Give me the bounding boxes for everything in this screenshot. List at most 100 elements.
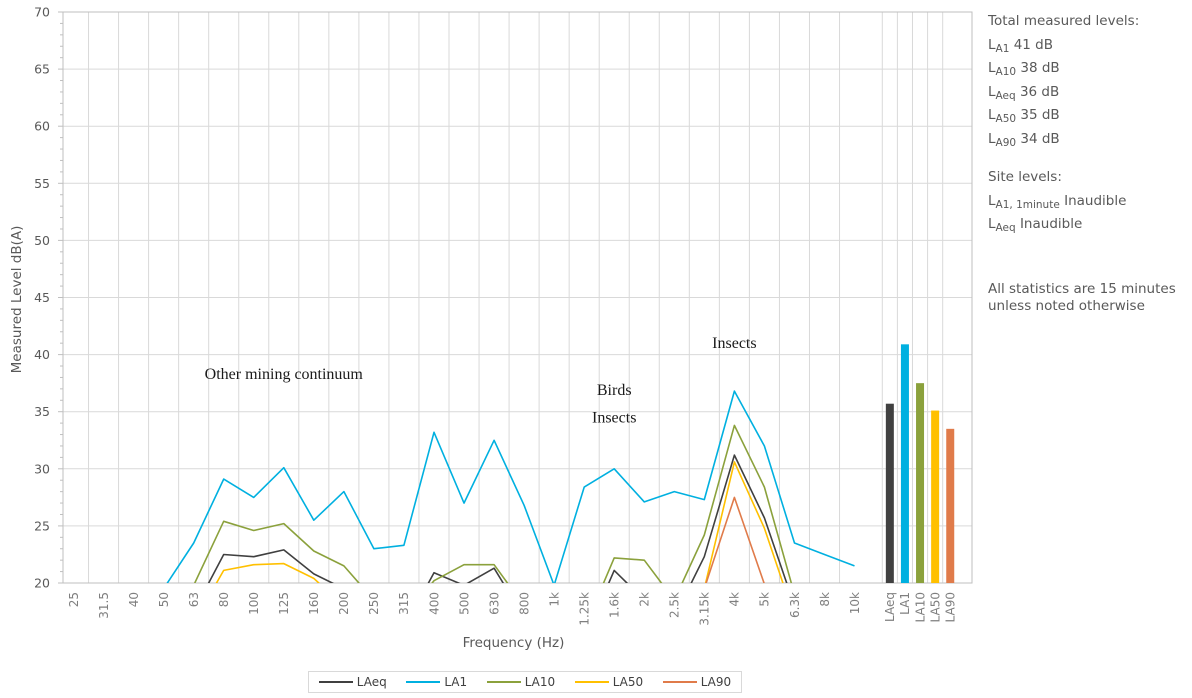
x-tick-label: 400 <box>427 592 441 615</box>
x-tick-label: 3.15k <box>698 592 712 626</box>
legend-item-laeq: LAeq <box>319 675 387 689</box>
x-tick-label: LA50 <box>928 592 942 622</box>
total-bar-la10 <box>916 383 924 583</box>
measurement-summary-panel: Total measured levels: LA1 41 dB LA10 38 … <box>988 10 1188 315</box>
x-tick-label: 2k <box>638 592 652 607</box>
total-bar-la50 <box>931 411 939 583</box>
x-tick-label: 800 <box>517 592 531 615</box>
legend-swatch <box>406 681 440 683</box>
chart-annotation: Birds <box>597 382 632 399</box>
chart-legend: LAeq LA1 LA10 LA50 LA90 <box>308 671 742 693</box>
level-symbol: L <box>988 107 996 123</box>
x-tick-label: 5k <box>758 592 772 607</box>
legend-label: LAeq <box>357 675 387 689</box>
x-tick-label: 160 <box>307 592 321 615</box>
x-tick-label: 100 <box>247 592 261 615</box>
legend-swatch <box>319 681 353 683</box>
y-tick-label: 20 <box>34 576 50 591</box>
level-subscript: A10 <box>996 66 1017 78</box>
x-tick-label: 80 <box>217 592 231 607</box>
y-tick-label: 35 <box>34 404 50 419</box>
x-tick-label: 6.3k <box>788 592 802 618</box>
level-value: 34 dB <box>1016 131 1060 147</box>
total-levels-title: Total measured levels: <box>988 10 1188 34</box>
x-tick-label: 31.5 <box>97 592 111 619</box>
y-axis-title: Measured Level dB(A) <box>9 226 25 374</box>
y-tick-label: 30 <box>34 461 50 476</box>
site-level-row: LAeq Inaudible <box>988 213 1188 237</box>
x-tick-label: 125 <box>277 592 291 615</box>
total-bar-la90 <box>946 429 954 583</box>
chart-annotation: Insects <box>592 409 636 426</box>
total-levels-list: LA1 41 dB LA10 38 dB LAeq 36 dB LA50 35 dB L… <box>988 34 1188 152</box>
x-tick-label: 50 <box>157 592 171 607</box>
site-level-row: LA1, 1minute Inaudible <box>988 190 1188 214</box>
x-tick-label: LAeq <box>883 592 897 622</box>
level-symbol: L <box>988 193 996 209</box>
y-tick-label: 50 <box>34 233 50 248</box>
level-subscript: Aeq <box>996 90 1016 102</box>
total-level-row: LA50 35 dB <box>988 104 1188 128</box>
x-axis-title: Frequency (Hz) <box>463 635 565 651</box>
level-symbol: L <box>988 84 996 100</box>
x-tick-label: LA10 <box>913 592 927 622</box>
level-symbol: L <box>988 37 996 53</box>
x-tick-label: 200 <box>337 592 351 615</box>
x-tick-label: LA1 <box>898 592 912 615</box>
x-tick-label: LA90 <box>944 592 958 622</box>
legend-label: LA1 <box>444 675 467 689</box>
x-tick-label: 4k <box>728 592 742 607</box>
y-tick-label: 25 <box>34 518 50 533</box>
statistics-note: All statistics are 15 minutes unless not… <box>988 281 1188 315</box>
legend-item-la1: LA1 <box>406 675 467 689</box>
legend-item-la90: LA90 <box>663 675 731 689</box>
x-tick-label: 10k <box>848 592 862 614</box>
x-tick-label: 8k <box>818 592 832 607</box>
level-value: 38 dB <box>1016 60 1060 76</box>
legend-item-la10: LA10 <box>487 675 555 689</box>
level-subscript: Aeq <box>996 222 1016 234</box>
x-tick-label: 63 <box>187 592 201 607</box>
level-value: 35 dB <box>1016 107 1060 123</box>
x-tick-label: 1.25k <box>577 592 591 626</box>
level-value: Inaudible <box>1060 193 1127 209</box>
legend-swatch <box>487 681 521 683</box>
x-tick-label: 40 <box>127 592 141 607</box>
total-bar-laeq <box>886 404 894 583</box>
total-level-row: LA90 34 dB <box>988 128 1188 152</box>
level-value: 36 dB <box>1016 84 1060 100</box>
y-tick-label: 45 <box>34 290 50 305</box>
x-tick-label: 250 <box>367 592 381 615</box>
x-tick-label: 1k <box>547 592 561 607</box>
y-tick-label: 70 <box>34 5 50 20</box>
x-tick-label: 315 <box>397 592 411 615</box>
x-tick-label: 630 <box>487 592 501 615</box>
y-tick-label: 55 <box>34 176 50 191</box>
y-tick-label: 60 <box>34 119 50 134</box>
legend-label: LA10 <box>525 675 555 689</box>
chart-annotation: Other mining continuum <box>205 366 364 383</box>
legend-label: LA90 <box>701 675 731 689</box>
y-tick-label: 40 <box>34 347 50 362</box>
site-levels-list: LA1, 1minute Inaudible LAeq Inaudible <box>988 190 1188 237</box>
level-symbol: L <box>988 216 996 232</box>
legend-label: LA50 <box>613 675 643 689</box>
level-symbol: L <box>988 131 996 147</box>
total-level-row: LA10 38 dB <box>988 57 1188 81</box>
x-tick-label: 500 <box>457 592 471 615</box>
level-symbol: L <box>988 60 996 76</box>
legend-item-la50: LA50 <box>575 675 643 689</box>
chart-annotation: Insects <box>712 335 756 352</box>
level-value: Inaudible <box>1016 216 1083 232</box>
series-line-la50 <box>194 462 855 663</box>
total-level-row: LAeq 36 dB <box>988 81 1188 105</box>
site-levels-title: Site levels: <box>988 166 1188 190</box>
legend-swatch <box>575 681 609 683</box>
y-tick-label: 65 <box>34 62 50 77</box>
level-subscript: A1, 1minute <box>996 199 1060 211</box>
total-bar-la1 <box>901 344 909 583</box>
level-subscript: A50 <box>996 113 1017 125</box>
total-level-row: LA1 41 dB <box>988 34 1188 58</box>
level-value: 41 dB <box>1009 37 1053 53</box>
x-tick-label: 2.5k <box>668 592 682 618</box>
